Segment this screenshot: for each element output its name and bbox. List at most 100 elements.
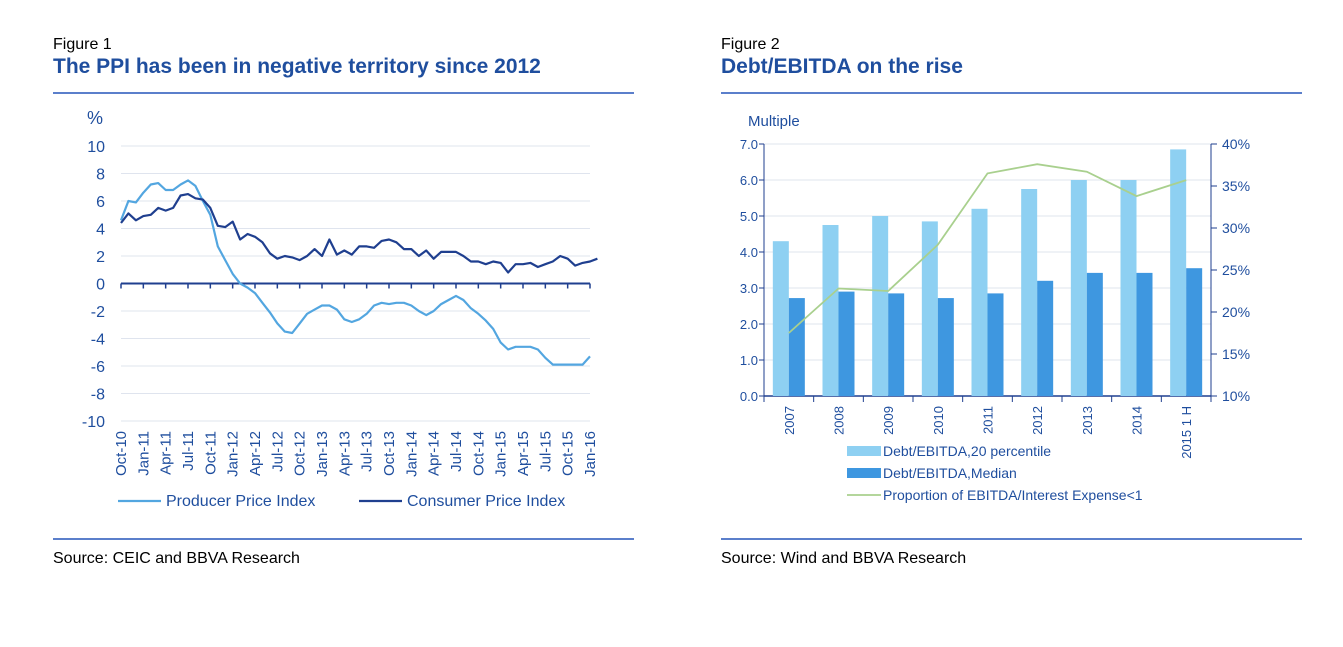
figure2-title: Debt/EBITDA on the rise — [721, 55, 963, 78]
y-tick-label: 2.0 — [740, 317, 758, 332]
x-tick-label: Apr-13 — [336, 431, 353, 476]
legend-20-percentile-swatch — [847, 446, 881, 456]
figure1-panel: Figure 1 The PPI has been in negative te… — [53, 36, 634, 567]
y-tick-label: -8 — [91, 387, 105, 404]
bar-20-percentile — [872, 216, 889, 396]
y-tick-label: 5.0 — [740, 209, 758, 224]
bar-20-percentile — [971, 208, 988, 396]
y-tick-label: 8 — [96, 167, 105, 184]
figure1-chart: % 10 8 6 4 2 0 -2 -4 -6 -8 -10 Oct-10 Jan-11 Apr-11 Jul… — [82, 108, 599, 510]
y2-tick-label: 25% — [1222, 262, 1250, 278]
y-tick-label: 3.0 — [740, 281, 758, 296]
y-axis-label: % — [87, 108, 103, 128]
y-tick-label: -6 — [91, 359, 105, 376]
bar-median — [788, 298, 805, 396]
y2-tick-label: 20% — [1222, 304, 1250, 320]
x-tick-label: Apr-11 — [158, 431, 175, 475]
proportion-line — [788, 163, 1187, 334]
figure1-bottom-rule — [53, 538, 634, 540]
x-tick-label: 2008 — [832, 406, 847, 435]
figure1-source: Source: CEIC and BBVA Research — [53, 550, 300, 567]
y-tick-label: 7.0 — [740, 137, 758, 152]
bar-20-percentile — [1070, 180, 1087, 396]
x-tick-label: 2012 — [1030, 406, 1045, 435]
figure1-label: Figure 1 — [53, 36, 112, 53]
cpi-line — [120, 193, 598, 274]
y-tick-label: 4 — [96, 222, 105, 239]
bar-20-percentile — [1170, 149, 1187, 396]
bar-median — [987, 293, 1004, 396]
x-tick-label: Oct-15 — [560, 431, 577, 476]
x-tick-label: Jan-16 — [582, 431, 599, 477]
x-tick-label: Jan-12 — [225, 431, 242, 477]
x-tick-label: Jan-15 — [493, 431, 510, 477]
y-tick-label: 2 — [96, 249, 105, 266]
x-tick-label: 2013 — [1080, 406, 1095, 435]
y-tick-label: -4 — [91, 332, 105, 349]
ppi-line — [119, 179, 591, 366]
x-tick-label: Apr-12 — [247, 431, 264, 476]
bar-median — [937, 298, 954, 396]
x-tick-label: Oct-10 — [113, 431, 130, 476]
figure2-panel: Figure 2 Debt/EBITDA on the rise Multipl… — [721, 36, 1302, 567]
y2-tick-label: 35% — [1222, 178, 1250, 194]
x-tick-label: Jul-12 — [269, 431, 286, 472]
y-tick-label: 10 — [87, 139, 105, 156]
figure2-top-rule — [721, 92, 1302, 94]
y-tick-label: 6 — [96, 194, 105, 211]
x-tick-label: Jul-13 — [359, 431, 376, 472]
legend-proportion-label: Proportion of EBITDA/Interest Expense<1 — [883, 487, 1143, 503]
figure1-title: The PPI has been in negative territory s… — [53, 55, 541, 78]
figure2-chart: Multiple 7.0 6.0 5.0 4.0 3.0 2.0 1.0 0.0 40% 35% 30… — [740, 113, 1250, 503]
figure1-top-rule — [53, 92, 634, 94]
bar-median — [888, 293, 905, 396]
x-tick-label: Oct-11 — [202, 431, 219, 475]
x-tick-label: 2011 — [981, 406, 996, 434]
x-tick-label: Oct-13 — [381, 431, 398, 476]
x-tick-label: Apr-14 — [426, 431, 443, 476]
bar-20-percentile — [921, 221, 938, 396]
legend-median-swatch — [847, 468, 881, 478]
bar-20-percentile — [1120, 180, 1137, 396]
bar-20-percentile — [772, 241, 789, 396]
y2-tick-label: 10% — [1222, 388, 1250, 404]
legend-median-label: Debt/EBITDA,Median — [883, 465, 1017, 481]
x-tick-label: Jul-14 — [448, 431, 465, 472]
x-tick-label: 2007 — [782, 406, 797, 435]
x-tick-label: Oct-14 — [470, 431, 487, 476]
legend-cpi-label: Consumer Price Index — [407, 493, 565, 510]
y2-tick-label: 40% — [1222, 136, 1250, 152]
figure2-label: Figure 2 — [721, 36, 780, 53]
x-tick-label: Jan-11 — [135, 431, 152, 476]
bar-20-percentile — [822, 225, 839, 396]
y-tick-label: 6.0 — [740, 173, 758, 188]
y-tick-label: 1.0 — [740, 353, 758, 368]
y-axis-label: Multiple — [748, 113, 800, 130]
y2-tick-label: 15% — [1222, 346, 1250, 362]
legend-20-percentile-label: Debt/EBITDA,20 percentile — [883, 443, 1051, 459]
bar-median — [1186, 268, 1203, 396]
x-tick-label: Jul-11 — [180, 431, 197, 471]
x-tick-label: 2009 — [881, 406, 896, 435]
legend-ppi-label: Producer Price Index — [166, 493, 315, 510]
bar-median — [838, 291, 855, 396]
x-tick-label: Apr-15 — [515, 431, 532, 476]
figure2-source: Source: Wind and BBVA Research — [721, 550, 967, 567]
y-tick-label: 0 — [96, 277, 105, 294]
figure2-bottom-rule — [721, 538, 1302, 540]
y-tick-label: -2 — [91, 304, 105, 321]
x-tick-label: Jan-14 — [403, 431, 420, 477]
y2-tick-label: 30% — [1222, 220, 1250, 236]
x-tick-label: 2014 — [1130, 406, 1145, 435]
bar-median — [1037, 280, 1054, 396]
y-tick-label: 4.0 — [740, 245, 758, 260]
x-tick-label: 2015 1 H — [1179, 406, 1194, 459]
y-tick-label: 0.0 — [740, 389, 758, 404]
x-tick-label: Jul-15 — [537, 431, 554, 472]
bar-median — [1136, 272, 1153, 396]
bar-20-percentile — [1021, 189, 1038, 396]
y-tick-label: -10 — [82, 414, 105, 431]
x-tick-label: Jan-13 — [314, 431, 331, 477]
x-tick-label: 2010 — [931, 406, 946, 435]
bar-median — [1086, 272, 1103, 396]
